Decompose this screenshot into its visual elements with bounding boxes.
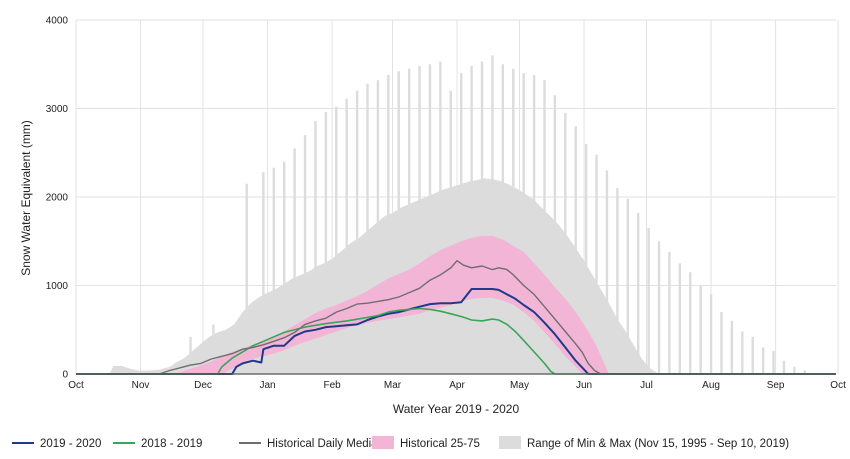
- legend-label: Range of Min & Max (Nov 15, 1995 - Sep 1…: [527, 438, 789, 450]
- band-min-max-spike: [647, 227, 650, 374]
- band-min-max-spike: [636, 212, 640, 374]
- band-min-max-spike: [532, 74, 536, 375]
- band-min-max-spike: [387, 74, 390, 375]
- legend: 2019 - 2020 2018 - 2019 Historical Daily M…: [12, 436, 789, 450]
- x-tick-label: Jul: [640, 380, 653, 391]
- band-min-max-spike: [512, 68, 515, 375]
- band-min-max-spike: [574, 126, 577, 374]
- band-min-max-spike: [699, 285, 702, 374]
- band-min-max-spike: [366, 83, 369, 374]
- band-min-max-spike: [741, 331, 744, 374]
- y-tick-label: 2000: [46, 193, 69, 204]
- band-min-max-spike: [324, 112, 328, 374]
- band-min-max-spike: [407, 68, 411, 375]
- y-tick-label: 0: [62, 370, 68, 381]
- band-min-max-spike: [772, 350, 775, 374]
- band-min-max-spike: [345, 98, 348, 374]
- band-min-max-spike: [678, 263, 682, 374]
- band-min-max-spike: [522, 73, 525, 374]
- x-axis-title: Water Year 2019 - 2020: [393, 402, 520, 416]
- band-min-max-spike: [189, 336, 192, 374]
- band-layer: [76, 55, 836, 375]
- band-min-max-spike: [709, 294, 713, 374]
- series-line-2018-2019: [76, 307, 836, 375]
- band-min-max-spike: [460, 73, 463, 374]
- x-tick-label: Aug: [702, 380, 720, 391]
- x-tick-label: Oct: [68, 380, 84, 391]
- band-min-max-spike: [283, 161, 286, 374]
- band-min-max-spike: [730, 320, 734, 374]
- band-min-max-spike: [428, 64, 432, 374]
- x-tick-label: Jan: [259, 380, 275, 391]
- band-min-max-spike: [751, 336, 754, 374]
- band-min-max-spike: [470, 66, 473, 375]
- band-min-max-spike: [616, 188, 619, 374]
- band-min-max-spike: [480, 61, 484, 374]
- band-min-max-spike: [335, 106, 338, 374]
- band-min-max-spike: [626, 198, 629, 374]
- series-layer: [76, 260, 836, 375]
- legend-swatch-box: [499, 436, 521, 449]
- band-min-max-spike: [803, 370, 806, 374]
- band-min-max-spike: [262, 172, 265, 374]
- series-line-historical-daily-median: [76, 260, 836, 375]
- x-tick-label: Nov: [132, 380, 150, 391]
- legend-swatch-box: [372, 436, 394, 449]
- legend-label: Historical Daily Median: [267, 438, 384, 450]
- band-min-max-spike: [212, 324, 215, 374]
- band-min-max-spike: [605, 170, 609, 374]
- legend-label: 2018 - 2019: [141, 438, 202, 450]
- band-min-max-spike: [564, 112, 567, 375]
- band-min-max-spike: [668, 251, 671, 374]
- x-tick-label: Mar: [384, 380, 402, 391]
- band-min-max-spike: [355, 90, 359, 375]
- y-tick-label: 1000: [46, 281, 69, 292]
- band-min-max-spike: [418, 66, 421, 375]
- x-tick-label: Oct: [830, 380, 846, 391]
- band-min-max-spike: [595, 154, 598, 374]
- band-min-max-spike: [439, 61, 442, 374]
- band-min-max-spike: [553, 95, 557, 374]
- band-min-max-spike: [761, 347, 765, 374]
- band-min-max-spike: [689, 272, 692, 374]
- band-25-75: [76, 235, 836, 374]
- y-axis-title: Snow Water Equivalent (mm): [19, 120, 33, 276]
- band-min-max-spike: [584, 143, 588, 374]
- legend-label: Historical 25-75: [400, 438, 480, 450]
- axis-layer: 0 1000 2000 3000 4000 Oct Nov Dec Jan Feb Mar Apr Ma…: [46, 16, 846, 392]
- x-tick-label: Apr: [449, 380, 465, 391]
- band-min-max-spike: [491, 55, 494, 375]
- band-min-max-spike: [543, 80, 546, 375]
- band-min-max-spike: [449, 90, 452, 375]
- band-min-max-spike: [293, 148, 296, 374]
- band-min-max-spike: [720, 312, 723, 374]
- x-tick-label: Feb: [323, 380, 341, 391]
- band-min-max-spike: [245, 183, 248, 374]
- band-min-max-spike: [657, 241, 661, 374]
- legend-label: 2019 - 2020: [40, 438, 101, 450]
- band-min-max-spike: [397, 71, 400, 374]
- y-tick-label: 3000: [46, 104, 69, 115]
- band-min-max-spike: [782, 360, 786, 374]
- x-tick-label: Sep: [767, 380, 785, 391]
- band-min-max-spike: [272, 167, 276, 374]
- band-min-max-spike: [303, 135, 307, 374]
- band-min-max-spike: [793, 366, 796, 374]
- band-min-max-spike: [501, 64, 505, 374]
- x-tick-label: Jun: [576, 380, 592, 391]
- y-tick-label: 4000: [46, 16, 69, 27]
- x-tick-label: Dec: [194, 380, 212, 391]
- band-min-max-spike: [376, 80, 380, 375]
- band-min-max-spike: [314, 120, 317, 374]
- x-tick-label: May: [510, 380, 529, 391]
